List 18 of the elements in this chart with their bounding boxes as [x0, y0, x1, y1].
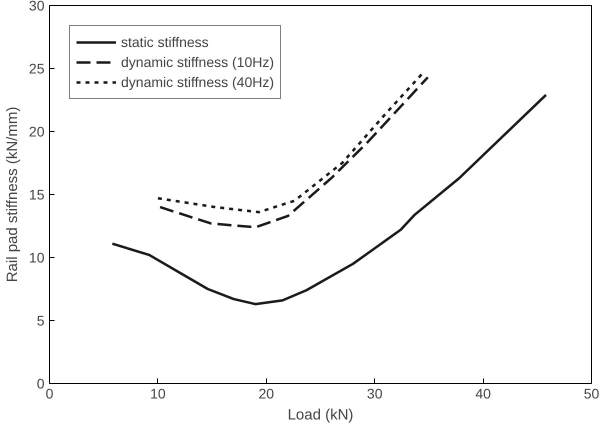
legend-label: dynamic stiffness (10Hz) [121, 54, 274, 70]
y-tick-label: 0 [36, 376, 45, 392]
y-tick-label: 30 [28, 0, 45, 14]
y-tick-label: 10 [28, 250, 45, 266]
x-tick-label: 30 [366, 386, 383, 402]
legend-label: static stiffness [121, 34, 209, 50]
y-tick-label: 25 [28, 60, 45, 76]
y-tick-label: 5 [36, 312, 45, 328]
x-tick-label: 10 [150, 386, 166, 402]
legend-label: dynamic stiffness (40Hz) [121, 74, 274, 90]
x-tick-label: 50 [584, 386, 600, 402]
y-axis-title: Rail pad stiffness (kN/mm) [4, 106, 21, 282]
x-axis-title: Load (kN) [288, 406, 354, 424]
x-tick-label: 40 [475, 386, 492, 402]
line-series [111, 94, 548, 306]
x-tick-label: 20 [258, 386, 274, 402]
y-tick-label: 15 [28, 186, 45, 202]
y-tick-label: 20 [28, 124, 45, 140]
